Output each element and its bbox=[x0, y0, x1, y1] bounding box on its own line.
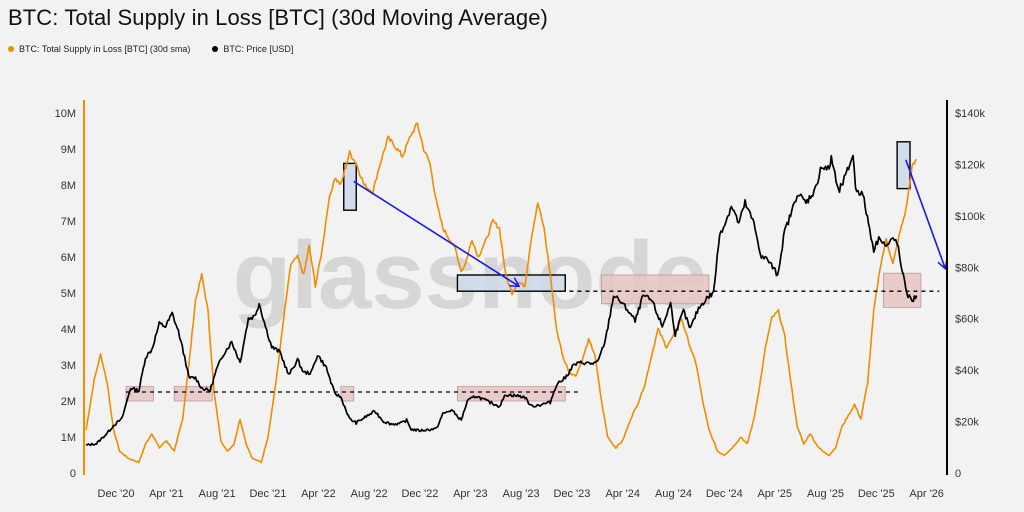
y-left-tick-label: 3M bbox=[61, 360, 76, 372]
y-right-tick-label: $20k bbox=[955, 417, 979, 429]
legend-dot-supply bbox=[8, 46, 14, 52]
y-right-tick-label: $120k bbox=[955, 159, 985, 171]
x-tick-label: Apr '26 bbox=[909, 488, 944, 500]
legend-label-price: BTC: Price [USD] bbox=[223, 44, 294, 54]
x-tick-label: Dec '21 bbox=[249, 488, 286, 500]
y-left-tick-label: 10M bbox=[55, 108, 76, 120]
x-tick-label: Apr '22 bbox=[301, 488, 336, 500]
y-left-tick-label: 1M bbox=[61, 432, 76, 444]
x-tick-label: Aug '23 bbox=[503, 488, 540, 500]
highlight-box-red bbox=[882, 272, 922, 308]
y-right-tick-label: $40k bbox=[955, 365, 979, 377]
y-left-tick-label: 9M bbox=[61, 144, 76, 156]
y-right-tick-label: 0 bbox=[955, 468, 961, 480]
legend-label-supply: BTC: Total Supply in Loss [BTC] (30d sma… bbox=[19, 44, 191, 54]
highlight-box-red bbox=[340, 386, 355, 402]
legend-item-price[interactable]: BTC: Price [USD] bbox=[212, 44, 293, 54]
highlight-box-red bbox=[173, 386, 213, 402]
series-line-supply-in-loss bbox=[85, 122, 917, 464]
arrow-layer bbox=[125, 159, 945, 393]
x-tick-label: Dec '22 bbox=[401, 488, 438, 500]
series-layer bbox=[85, 122, 918, 464]
x-tick-label: Dec '23 bbox=[553, 488, 590, 500]
y-right-tick-label: $60k bbox=[955, 314, 979, 326]
chart-title: BTC: Total Supply in Loss [BTC] (30d Mov… bbox=[8, 5, 548, 30]
annotation-arrow bbox=[905, 159, 945, 268]
annotation-arrow bbox=[353, 180, 518, 285]
highlight-box-blue bbox=[896, 141, 911, 190]
y-left-tick-label: 2M bbox=[61, 396, 76, 408]
legend-dot-price bbox=[212, 46, 219, 52]
y-right-tick-label: $100k bbox=[955, 211, 985, 223]
x-tick-label: Aug '24 bbox=[655, 488, 692, 500]
x-tick-label: Apr '24 bbox=[605, 488, 640, 500]
y-left-tick-label: 0 bbox=[70, 468, 76, 480]
x-tick-label: Aug '25 bbox=[807, 488, 844, 500]
annotation-layer bbox=[125, 141, 922, 402]
highlight-box-red bbox=[601, 274, 710, 305]
x-tick-label: Aug '21 bbox=[199, 488, 236, 500]
highlight-box-red bbox=[457, 386, 566, 402]
legend: BTC: Total Supply in Loss [BTC] (30d sma… bbox=[8, 44, 293, 54]
x-tick-label: Aug '22 bbox=[351, 488, 388, 500]
y-left-tick-label: 7M bbox=[61, 216, 76, 228]
x-tick-label: Apr '25 bbox=[757, 488, 792, 500]
x-tick-label: Apr '23 bbox=[453, 488, 488, 500]
axis-layer: 0 1M 2M 3M 4M 5M 6M 7M 8M 9M 10M 0 $20k $40k $60k $80k $… bbox=[55, 100, 985, 500]
y-right-tick-label: $140k bbox=[955, 108, 985, 120]
series-line-btc-price bbox=[85, 154, 918, 447]
x-tick-label: Dec '25 bbox=[858, 488, 895, 500]
x-tick-label: Apr '21 bbox=[149, 488, 184, 500]
y-left-tick-label: 5M bbox=[61, 288, 76, 300]
x-tick-label: Dec '20 bbox=[98, 488, 135, 500]
y-left-tick-label: 4M bbox=[61, 324, 76, 336]
highlight-box-blue bbox=[343, 162, 357, 211]
y-left-tick-label: 8M bbox=[61, 180, 76, 192]
y-right-tick-label: $80k bbox=[955, 262, 979, 274]
legend-item-supply[interactable]: BTC: Total Supply in Loss [BTC] (30d sma… bbox=[8, 44, 190, 54]
y-left-tick-label: 6M bbox=[61, 252, 76, 264]
x-tick-label: Dec '24 bbox=[706, 488, 743, 500]
